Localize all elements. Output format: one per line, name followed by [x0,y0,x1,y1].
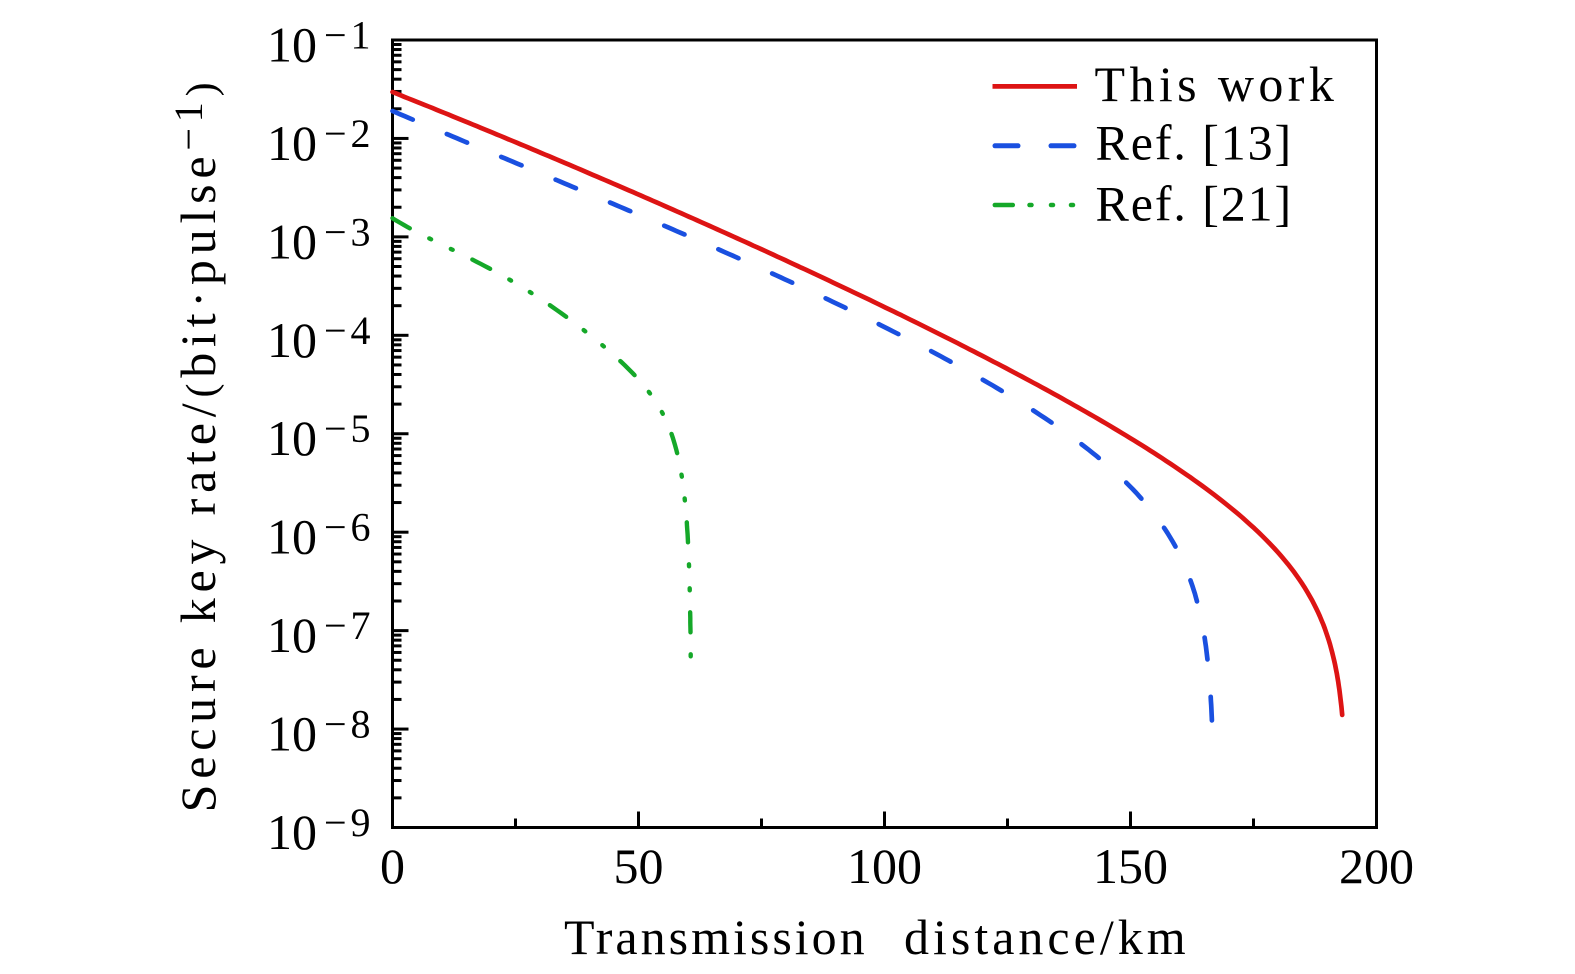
svg-text:150: 150 [1093,838,1168,894]
svg-text:0: 0 [380,838,405,894]
svg-text:Ref. [13]: Ref. [13] [1096,115,1294,171]
svg-text:100: 100 [847,838,922,894]
svg-text:Ref. [21]: Ref. [21] [1096,176,1294,232]
svg-text:This work: This work [1095,56,1339,112]
svg-text:50: 50 [614,838,664,894]
svg-text:Secure key rate/(bit·pulse−1): Secure key rate/(bit·pulse−1) [166,77,226,813]
svg-text:200: 200 [1339,838,1414,894]
